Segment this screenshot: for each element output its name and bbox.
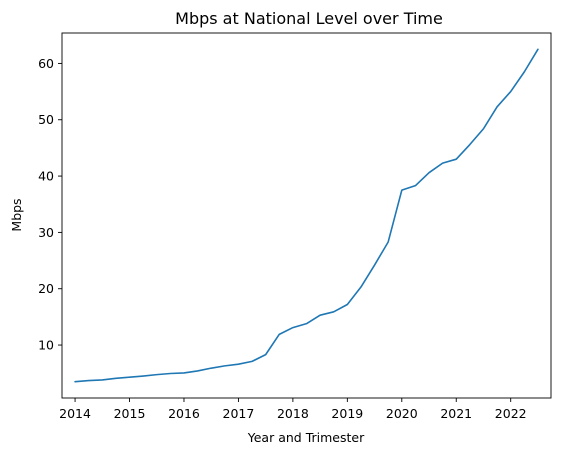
y-tick-label: 10 (38, 338, 54, 353)
plot-area: 2014 2015 2016 2017 2018 2019 2020 2021 2022 10 2… (38, 32, 552, 421)
x-tick-label: 2018 (277, 406, 309, 421)
x-axis: 2014 2015 2016 2017 2018 2019 2020 2021 2022 (59, 398, 527, 421)
chart-title: Mbps at National Level over Time (175, 9, 443, 28)
x-tick-label: 2017 (223, 406, 255, 421)
series-line (74, 48, 539, 383)
x-tick-label: 2022 (495, 406, 527, 421)
y-axis-label: Mbps (9, 198, 24, 231)
x-tick-label: 2019 (331, 406, 363, 421)
y-tick-label: 30 (38, 225, 54, 240)
axes-frame (61, 32, 552, 399)
y-tick-label: 60 (38, 56, 54, 71)
x-tick-label: 2021 (440, 406, 472, 421)
y-tick-label: 50 (38, 112, 54, 127)
x-axis-label: Year and Trimester (247, 430, 365, 445)
x-tick-label: 2015 (114, 406, 146, 421)
x-tick-label: 2014 (59, 406, 91, 421)
y-tick-label: 40 (38, 169, 54, 184)
x-tick-label: 2016 (168, 406, 200, 421)
series-layer (74, 48, 539, 383)
y-tick-label: 20 (38, 281, 54, 296)
x-tick-label: 2020 (386, 406, 418, 421)
y-axis: 10 20 30 40 50 60 (38, 56, 62, 353)
